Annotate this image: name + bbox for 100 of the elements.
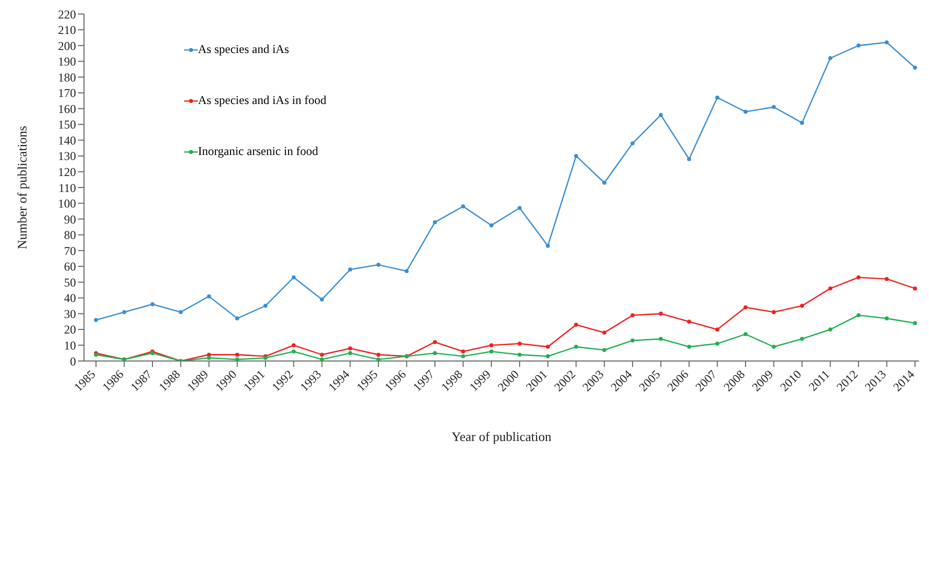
point (235, 357, 240, 361)
y-tick-label: 100 (58, 196, 76, 211)
y-tick-label: 60 (64, 260, 76, 274)
y-tick-label: 90 (64, 212, 76, 226)
y-tick-label: 130 (58, 149, 76, 164)
point (546, 344, 550, 349)
point (856, 275, 861, 280)
point (574, 154, 578, 158)
point (292, 343, 296, 348)
point (206, 352, 211, 357)
point (404, 269, 409, 274)
point (884, 40, 889, 44)
x-tick-label: 2011 (806, 367, 832, 394)
y-tick-label: 30 (64, 306, 76, 321)
point (856, 44, 861, 48)
point (602, 348, 606, 352)
point (348, 351, 352, 356)
point (828, 286, 832, 290)
y-tick-label: 140 (58, 133, 76, 148)
point (744, 332, 748, 336)
point (320, 352, 324, 357)
y-tick-label: 220 (58, 7, 76, 22)
point (715, 327, 720, 332)
point (913, 66, 917, 70)
point (715, 342, 720, 346)
point (94, 318, 98, 322)
point (658, 312, 663, 316)
point (800, 304, 804, 308)
point (772, 310, 776, 314)
point (630, 313, 635, 318)
point (687, 157, 692, 162)
y-tick-label: 40 (64, 291, 76, 306)
point (432, 220, 437, 224)
x-axis-title: Year of publication (452, 429, 552, 444)
point (518, 206, 522, 210)
y-tick-label: 10 (64, 338, 76, 352)
point (320, 297, 324, 302)
point (546, 354, 550, 358)
point (715, 96, 720, 100)
point (658, 336, 663, 341)
y-tick-label: 170 (58, 86, 76, 100)
point (348, 268, 352, 272)
point (630, 141, 635, 146)
point (913, 321, 917, 326)
y-tick-label: 20 (64, 322, 76, 337)
point (235, 316, 240, 320)
y-tick-label: 210 (58, 23, 76, 38)
point (800, 336, 804, 341)
point (292, 275, 296, 280)
y-axis-title: Number of publications (14, 126, 30, 250)
point (744, 110, 748, 114)
y-tick-label: 180 (58, 70, 76, 84)
legend-label: As species and iAs (198, 42, 289, 57)
y-tick-label: 190 (58, 54, 76, 69)
point (744, 305, 748, 310)
point (150, 302, 154, 306)
point (518, 352, 522, 357)
point (461, 350, 466, 354)
point (574, 322, 578, 327)
y-tick-label: 50 (64, 275, 76, 290)
point (461, 204, 466, 208)
point (320, 357, 324, 361)
point (292, 350, 296, 354)
point (432, 351, 437, 356)
y-tick-label: 70 (64, 244, 76, 258)
point (206, 294, 211, 298)
point (884, 276, 889, 281)
point (828, 327, 832, 332)
point (884, 316, 889, 320)
point (489, 343, 494, 348)
point (546, 244, 550, 248)
point (913, 286, 917, 290)
y-tick-label: 80 (64, 228, 76, 242)
point (489, 350, 494, 354)
legend-label: Inorganic arsenic in food (198, 144, 318, 159)
y-tick-label: 200 (58, 38, 76, 53)
point (856, 313, 861, 318)
legend-label: As species and iAs in food (198, 93, 326, 108)
point (687, 344, 692, 349)
point (602, 180, 606, 185)
point (828, 56, 832, 60)
point (178, 310, 183, 314)
point (800, 120, 804, 125)
point (772, 344, 776, 349)
point (489, 223, 494, 228)
point (461, 354, 466, 358)
point (206, 356, 211, 360)
point (687, 320, 692, 324)
y-tick-label: 150 (58, 118, 76, 132)
point (376, 352, 380, 357)
point (376, 262, 380, 267)
point (235, 352, 240, 357)
point (432, 340, 437, 344)
y-tick-label: 0 (70, 354, 76, 368)
point (658, 112, 663, 117)
point (376, 357, 380, 361)
y-tick-label: 160 (58, 102, 76, 116)
point (772, 105, 776, 110)
point (574, 344, 578, 349)
point (518, 342, 522, 346)
